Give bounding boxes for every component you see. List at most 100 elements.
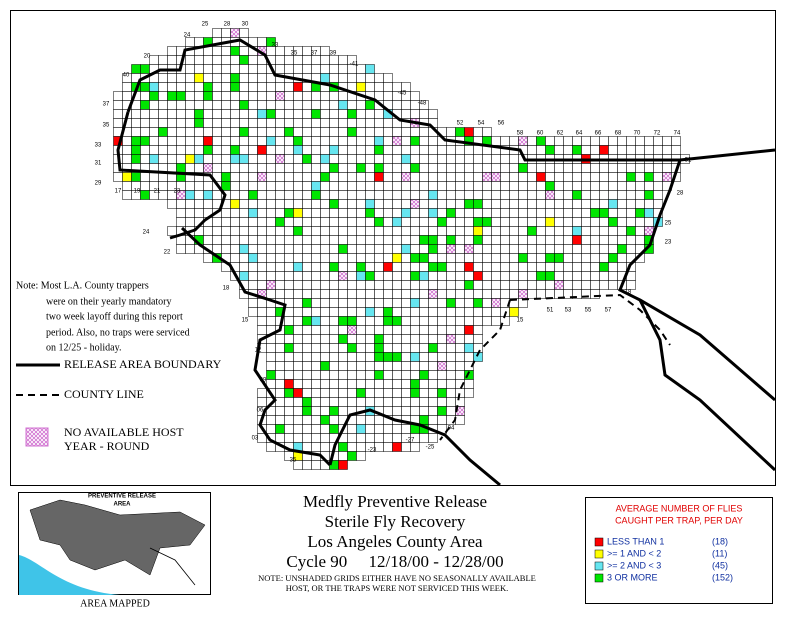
grid-cell <box>365 82 375 92</box>
grid-cell <box>302 208 312 218</box>
grid-cell <box>635 235 645 245</box>
grid-cell <box>635 163 645 173</box>
grid-cell <box>158 145 168 155</box>
grid-cell <box>338 442 348 452</box>
grid-cell <box>455 325 465 335</box>
grid-cell <box>293 433 303 443</box>
grid-cell <box>428 307 438 317</box>
grid-cell <box>455 244 465 254</box>
grid-cell <box>230 208 240 218</box>
grid-cell <box>617 163 627 173</box>
grid-cell <box>329 361 339 371</box>
grid-cell <box>518 199 528 209</box>
grid-cell <box>446 262 456 272</box>
grid-cell <box>347 199 357 209</box>
grid-cell <box>617 226 627 236</box>
grid-cell <box>338 361 348 371</box>
grid-cell <box>347 316 357 326</box>
grid-cell <box>428 253 438 263</box>
grid-cell <box>347 397 357 407</box>
grid-cell <box>392 352 402 362</box>
grid-cell <box>392 307 402 317</box>
grid-cell <box>500 181 510 191</box>
grid-cell <box>401 244 411 254</box>
grid-cell <box>203 253 213 263</box>
grid-cell <box>293 262 303 272</box>
grid-cell <box>275 379 285 389</box>
grid-cell <box>518 253 528 263</box>
grid-cell <box>464 226 474 236</box>
coastline <box>328 408 501 487</box>
grid-cell <box>392 154 402 164</box>
grid-cell <box>446 127 456 137</box>
grid-cell <box>590 172 600 182</box>
grid-cell <box>401 307 411 317</box>
grid-cell <box>446 406 456 416</box>
grid-cell <box>338 325 348 335</box>
grid-cell <box>293 388 303 398</box>
grid-cell <box>149 172 159 182</box>
grid-cell <box>302 91 312 101</box>
grid-cell <box>383 163 393 173</box>
grid-cell <box>284 145 294 155</box>
grid-cell <box>374 298 384 308</box>
grid-cell <box>311 208 321 218</box>
grid-cell <box>374 316 384 326</box>
grid-cell <box>635 136 645 146</box>
grid-cell <box>338 280 348 290</box>
grid-cell <box>284 163 294 173</box>
grid-cell <box>410 370 420 380</box>
grid-cell <box>464 163 474 173</box>
grid-cell <box>302 145 312 155</box>
grid-cell <box>329 181 339 191</box>
grid-cell <box>338 235 348 245</box>
grid-cell <box>320 100 330 110</box>
grid-cell <box>491 298 501 308</box>
grid-cell <box>320 280 330 290</box>
grid-cell <box>257 388 267 398</box>
grid-label: 35 <box>103 123 110 129</box>
grid-cell <box>356 415 366 425</box>
grid-cell <box>320 343 330 353</box>
grid-cell <box>131 154 141 164</box>
grid-cell <box>293 253 303 263</box>
grid-cell <box>113 118 123 128</box>
grid-cell <box>356 361 366 371</box>
grid-cell <box>599 226 609 236</box>
grid-cell <box>347 208 357 218</box>
grid-cell <box>284 208 294 218</box>
grid-cell <box>221 64 231 74</box>
grid-cell <box>185 127 195 137</box>
grid-cell <box>581 136 591 146</box>
grid-cell <box>662 136 672 146</box>
grid-cell <box>419 298 429 308</box>
grid-cell <box>131 64 141 74</box>
grid-cell <box>455 280 465 290</box>
grid-cell <box>221 217 231 227</box>
grid-cell <box>383 334 393 344</box>
grid-cell <box>419 235 429 245</box>
grid-cell <box>239 127 249 137</box>
grid-cell <box>644 136 654 146</box>
grid-cell <box>644 145 654 155</box>
grid-cell <box>266 316 276 326</box>
grid-cell <box>356 424 366 434</box>
grid-cell <box>338 379 348 389</box>
grid-cell <box>356 253 366 263</box>
grid-cell <box>293 334 303 344</box>
grid-cell <box>257 316 267 326</box>
grid-cell <box>302 64 312 74</box>
grid-cell <box>275 334 285 344</box>
grid-cell <box>383 397 393 407</box>
grid-cell <box>338 145 348 155</box>
grid-cell <box>446 343 456 353</box>
note-line: period. Also, no traps were serviced <box>46 327 190 338</box>
grid-cell <box>374 127 384 137</box>
grid-cell <box>320 361 330 371</box>
grid-cell <box>311 370 321 380</box>
grid-cell <box>239 172 249 182</box>
grid-cell <box>518 262 528 272</box>
grid-cell <box>239 190 249 200</box>
grid-cell <box>266 118 276 128</box>
grid-cell <box>392 325 402 335</box>
